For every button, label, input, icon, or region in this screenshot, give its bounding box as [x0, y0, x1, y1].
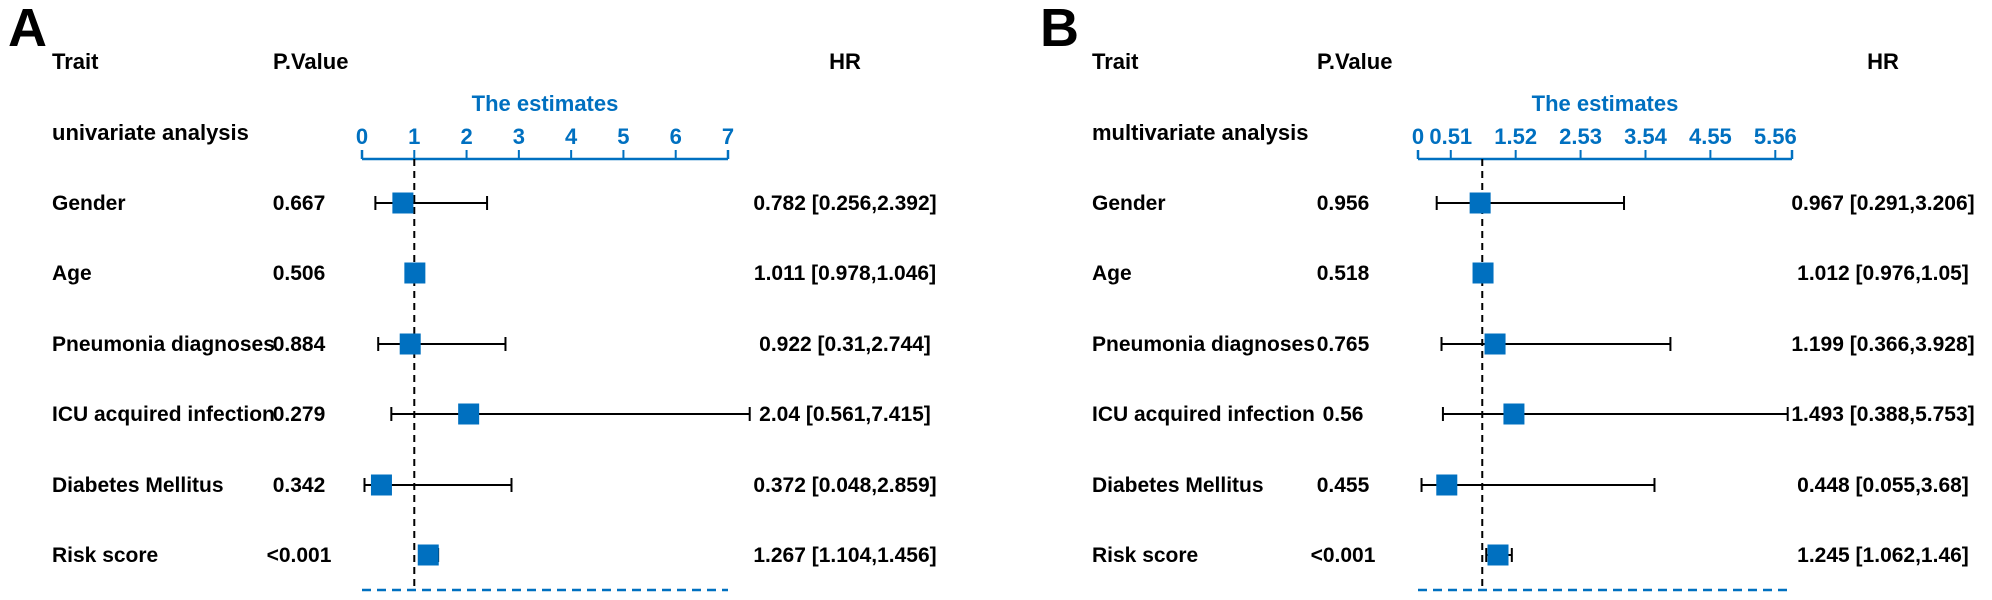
axis-title: The estimates	[472, 91, 619, 116]
pvalue-label: <0.001	[267, 544, 332, 567]
group-label: multivariate analysis	[1092, 120, 1308, 145]
x-tick-label: 3	[513, 124, 525, 149]
hr-ci-label: 0.448 [0.055,3.68]	[1797, 474, 1969, 497]
hr-ci-label: 0.967 [0.291,3.206]	[1791, 192, 1974, 215]
pvalue-label: 0.279	[273, 403, 326, 426]
group-label: univariate analysis	[52, 120, 249, 145]
hr-header: HR	[829, 49, 861, 74]
trait-label: Risk score	[52, 544, 158, 567]
x-tick-label: 0.51	[1429, 124, 1472, 149]
hr-ci-label: 1.267 [1.104,1.456]	[753, 544, 936, 567]
trait-label: Diabetes Mellitus	[52, 474, 224, 497]
pvalue-label: <0.001	[1311, 544, 1376, 567]
x-tick-label: 3.54	[1624, 124, 1668, 149]
trait-label: Pneumonia diagnoses	[1092, 333, 1315, 356]
trait-label: Diabetes Mellitus	[1092, 474, 1264, 497]
trait-header: Trait	[1092, 49, 1139, 74]
hr-point-marker	[404, 262, 426, 284]
trait-label: Pneumonia diagnoses	[52, 333, 275, 356]
pvalue-label: 0.455	[1317, 474, 1370, 497]
hr-point-marker	[370, 474, 392, 496]
x-tick-label: 0	[1412, 124, 1424, 149]
hr-point-marker	[392, 192, 414, 214]
pvalue-header: P.Value	[1317, 49, 1392, 74]
trait-label: Gender	[1092, 192, 1166, 215]
x-tick-label: 4	[565, 124, 578, 149]
x-tick-label: 1	[408, 124, 420, 149]
hr-point-marker	[458, 403, 480, 425]
panel-label: B	[1040, 0, 1079, 58]
pvalue-label: 0.518	[1317, 262, 1370, 285]
trait-label: Gender	[52, 192, 126, 215]
hr-ci-label: 1.493 [0.388,5.753]	[1791, 403, 1974, 426]
trait-label: ICU acquired infection	[1092, 403, 1315, 426]
axis-title: The estimates	[1532, 91, 1679, 116]
pvalue-label: 0.884	[273, 333, 326, 356]
hr-point-marker	[1436, 474, 1458, 496]
panel-label: A	[8, 0, 47, 58]
hr-point-marker	[1472, 262, 1494, 284]
x-tick-label: 5	[617, 124, 629, 149]
hr-ci-label: 1.012 [0.976,1.05]	[1797, 262, 1969, 285]
pvalue-label: 0.342	[273, 474, 326, 497]
pvalue-label: 0.956	[1317, 192, 1370, 215]
x-tick-label: 0	[356, 124, 368, 149]
hr-ci-label: 1.245 [1.062,1.46]	[1797, 544, 1969, 567]
x-tick-label: 6	[670, 124, 682, 149]
hr-ci-label: 2.04 [0.561,7.415]	[759, 403, 931, 426]
hr-header: HR	[1867, 49, 1899, 74]
x-tick-label: 4.55	[1689, 124, 1732, 149]
x-tick-label: 5.56	[1754, 124, 1797, 149]
hr-point-marker	[399, 333, 421, 355]
hr-ci-label: 1.011 [0.978,1.046]	[754, 262, 936, 285]
hr-ci-label: 1.199 [0.366,3.928]	[1791, 333, 1974, 356]
pvalue-label: 0.56	[1323, 403, 1364, 426]
trait-label: ICU acquired infection	[52, 403, 275, 426]
x-tick-label: 2.53	[1559, 124, 1602, 149]
hr-ci-label: 0.922 [0.31,2.744]	[759, 333, 931, 356]
panel-b: B Trait P.Value HR multivariate analysis The …	[1040, 0, 1975, 592]
x-tick-label: 2	[460, 124, 472, 149]
x-tick-label: 7	[722, 124, 734, 149]
hr-point-marker	[1487, 544, 1509, 566]
hr-point-marker	[1469, 192, 1491, 214]
hr-ci-label: 0.372 [0.048,2.859]	[753, 474, 936, 497]
x-tick-label: 1.52	[1494, 124, 1537, 149]
trait-header: Trait	[52, 49, 99, 74]
hr-point-marker	[1503, 403, 1525, 425]
trait-label: Age	[52, 262, 92, 285]
pvalue-header: P.Value	[273, 49, 348, 74]
hr-point-marker	[1484, 333, 1506, 355]
pvalue-label: 0.506	[273, 262, 326, 285]
trait-label: Age	[1092, 262, 1132, 285]
trait-label: Risk score	[1092, 544, 1198, 567]
hr-point-marker	[417, 544, 439, 566]
pvalue-label: 0.667	[273, 192, 326, 215]
pvalue-label: 0.765	[1317, 333, 1370, 356]
hr-ci-label: 0.782 [0.256,2.392]	[753, 192, 936, 215]
